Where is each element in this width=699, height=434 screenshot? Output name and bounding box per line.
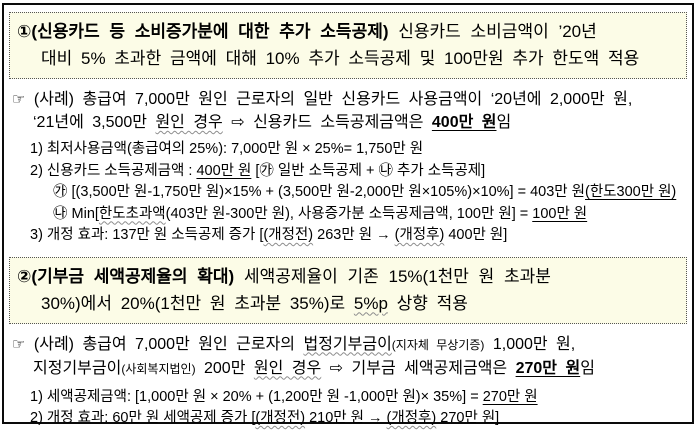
notice1-text: 신용카드 소비금액이 ’20년	[388, 22, 597, 41]
subitem-a-text: ㉮ [(3,500만 원-1,750만 원)×15% + (3,500만 원-2…	[53, 184, 586, 200]
case-example-2: ☞ (사례) 총급여 7,000만 원인 근로자의 법정기부금이(지자체 무상기…	[12, 333, 687, 381]
notice1-number: ①	[17, 22, 32, 41]
item3-text1: 3) 개정 효과: 137만 원 소득공제 증가 [	[30, 227, 264, 243]
notice-box-donation: ②(기부금 세액공제율의 확대) 세액공제율이 기존 15%(1천만 원 초과분…	[9, 256, 687, 324]
case1-text2: ‘21년에 3,500만	[33, 114, 156, 131]
case2-spellcheck-text1: 법정기부금이	[303, 335, 392, 353]
case-example-1: ☞ (사례) 총급여 7,000만 원인 근로자의 일반 신용카드 사용금액이 …	[12, 88, 687, 134]
subitem-additional-deduction: ㉯ Min[한도초과액(403만 원-300만 원), 사용증가분 소득공제금액…	[9, 204, 687, 226]
item-deduction-amount: 2) 신용카드 소득공제금액 : 400만 원 [㉮ 일반 소득공제 + ㉯ 추…	[9, 161, 687, 183]
item3-text2: 263만 원 →	[313, 227, 395, 243]
case2-note-small1: (지자체 무상기증)	[391, 337, 485, 352]
case2-text2: 1,000만 원,	[484, 335, 576, 353]
case1-result-amount: 400만 원	[431, 114, 497, 131]
case1-text4: 임	[496, 114, 512, 131]
item2-amount: 400만 원	[196, 162, 252, 179]
case2-line2: 지정기부금이(사회복지법인) 200만 원인 경우 ⇨ 기부금 세액공제금액은 …	[12, 357, 687, 381]
case1-text3: 신용카드 소득공제금액은	[253, 114, 432, 131]
notice1-title: (신용카드 등 소비증가분에 대한 추가 소득공제)	[31, 22, 389, 41]
s2item2-text2: 210만 원 →	[305, 410, 387, 426]
notice1-line2: 대비 5% 초과한 금액에 대해 10% 추가 소득공제 및 100만원 추가 …	[41, 49, 640, 68]
case2-spellcheck-text2: 원인 경우	[253, 359, 322, 377]
item-revision-effect-2: 2) 개정 효과: 60만 원 세액공제 증가 [(개정전) 210만 원 → …	[9, 408, 687, 430]
notice2-line2: 30%)에서 20%(1천만 원 초과분 35%)로 5%p 상향 적용	[17, 290, 679, 317]
section2-items: 1) 세액공제금액: [1,000만 원 × 20% + (1,200만 원 -…	[9, 387, 687, 430]
case2-result-amount: 270만 원	[515, 359, 581, 377]
notice2-text3: 상향 적용	[387, 293, 468, 313]
notice2-text2: 30%)에서 20%(1천만 원 초과분 35%)로	[41, 293, 354, 313]
notice2-number: ②	[17, 266, 32, 286]
s2item2-before-label: (개정전)	[255, 410, 306, 426]
item2-text2: [㉮ 일반 소득공제 + ㉯ 추가 소득공제]	[251, 162, 486, 179]
notice2-line1: ②(기부금 세액공제율의 확대) 세액공제율이 기존 15%(1천만 원 초과분	[17, 263, 679, 290]
pointing-hand-icon: ☞	[12, 91, 26, 108]
case2-note-small2: (사회복지법인)	[121, 361, 196, 376]
case2-text3: 지정기부금이	[33, 359, 122, 377]
case1-line1: ☞ (사례) 총급여 7,000만 원인 근로자의 일반 신용카드 사용금액이 …	[12, 88, 687, 111]
s2item2-text3: 270만 원]	[436, 410, 500, 426]
case2-text5: 기부금 세액공제금액은	[351, 359, 516, 377]
case2-text1: (사례) 총급여 7,000만 원인 근로자의	[25, 335, 304, 353]
s2item2-text1: 2) 개정 효과: 60만 원 세액공제 증가 [	[30, 410, 256, 426]
item3-after-label: (개정후)	[394, 227, 445, 243]
subitem-b-spellcheck-text: 한도초과액	[98, 205, 166, 222]
case2-text4: 200만	[195, 359, 254, 377]
case2-line1: ☞ (사례) 총급여 7,000만 원인 근로자의 법정기부금이(지자체 무상기…	[12, 333, 687, 357]
case1-spellcheck-text: 원인 경우	[155, 114, 223, 131]
notice-box-credit-card: ①(신용카드 등 소비증가분에 대한 추가 소득공제) 신용카드 소비금액이 ’…	[9, 12, 687, 79]
case1-text1: (사례) 총급여 7,000만 원인 근로자의 일반 신용카드 사용금액이 ‘2…	[25, 91, 633, 108]
subitem-b-amount: 100만 원	[532, 205, 588, 222]
s2item2-after-label: (개정후)	[386, 410, 437, 426]
case1-line2: ‘21년에 3,500만 원인 경우 ⇨ 신용카드 소득공제금액은 400만 원…	[12, 111, 687, 134]
subitem-b-text1: ㉯ Min[	[53, 205, 99, 222]
subitem-a-limit: (한도300만 원)	[585, 184, 677, 200]
notice2-text: 세액공제율이 기존 15%(1천만 원 초과분	[234, 266, 551, 286]
item-minimum-usage: 1) 최저사용금액(총급여의 25%): 7,000만 원 × 25%= 1,7…	[30, 141, 424, 157]
item2-text1: 2) 신용카드 소득공제금액 :	[30, 162, 197, 179]
notice2-spellcheck-text: 5%p	[353, 293, 388, 313]
item3-text3: 400만 원]	[444, 227, 508, 243]
s2item1-text: 1) 세액공제금액: [1,000만 원 × 20% + (1,200만 원 -…	[30, 388, 483, 405]
item-tax-credit-amount: 1) 세액공제금액: [1,000만 원 × 20% + (1,200만 원 -…	[9, 387, 687, 409]
subitem-general-deduction: ㉮ [(3,500만 원-1,750만 원)×15% + (3,500만 원-2…	[9, 182, 687, 204]
notice1-line1: ①(신용카드 등 소비증가분에 대한 추가 소득공제) 신용카드 소비금액이 ’…	[17, 18, 679, 45]
subitem-b-text2: (403만 원-300만 원), 사용증가분 소득공제금액, 100만 원] =	[165, 205, 533, 222]
section1-items: 1) 최저사용금액(총급여의 25%): 7,000만 원 × 25%= 1,7…	[9, 139, 687, 247]
result-arrow-icon: ⇨	[222, 114, 254, 131]
result-arrow-icon: ⇨	[321, 359, 352, 377]
notice2-title: (기부금 세액공제율의 확대)	[31, 266, 235, 286]
item3-before-label: (개정전)	[263, 227, 314, 243]
pointing-hand-icon: ☞	[12, 335, 26, 353]
s2item1-amount: 270만 원	[482, 388, 538, 405]
case2-text6: 임	[580, 359, 595, 377]
document-frame: ①(신용카드 등 소비증가분에 대한 추가 소득공제) 신용카드 소비금액이 ’…	[2, 3, 694, 426]
item-revision-effect-1: 3) 개정 효과: 137만 원 소득공제 증가 [(개정전) 263만 원 →…	[9, 225, 687, 247]
